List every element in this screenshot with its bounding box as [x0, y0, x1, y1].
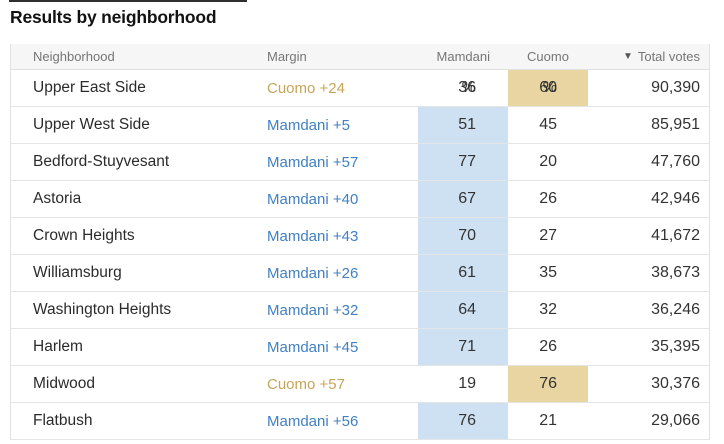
percent-value: 35 — [539, 264, 557, 281]
percent-value: 26 — [539, 190, 557, 207]
sort-descending-icon: ▼ — [622, 50, 633, 62]
total-votes-cell: 29,066 — [651, 412, 700, 429]
percent-suffix: % — [542, 79, 557, 96]
neighborhood-cell: Astoria — [33, 190, 82, 207]
percent-value: 76 — [458, 412, 476, 429]
mamdani-percent-cell: 71 — [418, 329, 508, 365]
column-header-mamdani[interactable]: Mamdani — [436, 49, 490, 64]
cuomo-percent-cell: 60% — [508, 70, 588, 106]
neighborhood-cell: Upper West Side — [33, 116, 150, 133]
table-row: Upper East Side Cuomo +24 36% 60% 90,390 — [11, 70, 709, 107]
column-header-cuomo[interactable]: Cuomo — [527, 49, 569, 64]
total-votes-cell: 30,376 — [651, 375, 700, 392]
margin-cell: Cuomo +24 — [267, 79, 345, 97]
neighborhood-cell: Bedford-Stuyvesant — [33, 153, 170, 170]
table-row: Washington Heights Mamdani +32 64 32 36,… — [11, 292, 709, 329]
results-by-neighborhood-table: Neighborhood Margin Mamdani Cuomo ▼ Tota… — [10, 44, 710, 440]
page-title: Results by neighborhood — [10, 7, 217, 27]
cuomo-percent-cell: 32 — [508, 292, 588, 328]
table-row: Upper West Side Mamdani +5 51 45 85,951 — [11, 107, 709, 144]
cuomo-percent-cell: 26 — [508, 181, 588, 217]
table-row: Williamsburg Mamdani +26 61 35 38,673 — [11, 255, 709, 292]
total-votes-cell: 85,951 — [651, 116, 700, 133]
neighborhood-cell: Upper East Side — [33, 79, 146, 96]
mamdani-percent-cell: 64 — [418, 292, 508, 328]
cuomo-percent-cell: 76 — [508, 366, 588, 402]
mamdani-percent-cell: 77 — [418, 144, 508, 180]
mamdani-percent-cell: 67 — [418, 181, 508, 217]
margin-cell: Cuomo +57 — [267, 375, 345, 393]
cuomo-percent-cell: 26 — [508, 329, 588, 365]
percent-value: 70 — [458, 227, 476, 244]
margin-cell: Mamdani +26 — [267, 264, 359, 282]
total-votes-cell: 41,672 — [651, 227, 700, 244]
cuomo-percent-cell: 20 — [508, 144, 588, 180]
total-votes-cell: 36,246 — [651, 301, 700, 318]
percent-value: 76 — [539, 375, 557, 392]
mamdani-percent-cell: 70 — [418, 218, 508, 254]
mamdani-percent-cell: 61 — [418, 255, 508, 291]
table-header-row: Neighborhood Margin Mamdani Cuomo ▼ Tota… — [11, 44, 709, 70]
margin-cell: Mamdani +57 — [267, 153, 359, 171]
percent-value: 77 — [458, 153, 476, 170]
mamdani-percent-cell: 19 — [418, 366, 508, 402]
percent-value: 26 — [539, 338, 557, 355]
margin-cell: Mamdani +32 — [267, 301, 359, 319]
percent-value: 21 — [539, 412, 557, 429]
column-header-neighborhood[interactable]: Neighborhood — [33, 49, 115, 64]
total-votes-cell: 38,673 — [651, 264, 700, 281]
percent-value: 64 — [458, 301, 476, 318]
table-row: Flatbush Mamdani +56 76 21 29,066 — [11, 403, 709, 440]
total-votes-cell: 42,946 — [651, 190, 700, 207]
neighborhood-cell: Crown Heights — [33, 227, 135, 244]
mamdani-percent-cell: 36% — [418, 70, 508, 106]
cuomo-percent-cell: 27 — [508, 218, 588, 254]
percent-value: 19 — [458, 375, 476, 392]
neighborhood-cell: Harlem — [33, 338, 83, 355]
mamdani-percent-cell: 76 — [418, 403, 508, 439]
percent-value: 51 — [458, 116, 476, 133]
percent-value: 61 — [458, 264, 476, 281]
total-votes-cell: 47,760 — [651, 153, 700, 170]
percent-value: 32 — [539, 301, 557, 318]
cuomo-percent-cell: 45 — [508, 107, 588, 143]
table-row: Midwood Cuomo +57 19 76 30,376 — [11, 366, 709, 403]
total-votes-cell: 35,395 — [651, 338, 700, 355]
top-edge-line — [9, 0, 247, 2]
percent-value: 67 — [458, 190, 476, 207]
column-header-margin[interactable]: Margin — [267, 49, 307, 64]
total-votes-cell: 90,390 — [651, 79, 700, 96]
percent-value: 27 — [539, 227, 557, 244]
neighborhood-cell: Flatbush — [33, 412, 93, 429]
table-row: Bedford-Stuyvesant Mamdani +57 77 20 47,… — [11, 144, 709, 181]
margin-cell: Mamdani +40 — [267, 190, 359, 208]
cuomo-percent-cell: 21 — [508, 403, 588, 439]
column-header-total-votes-label: Total votes — [637, 49, 700, 64]
cuomo-percent-cell: 35 — [508, 255, 588, 291]
percent-value: 45 — [539, 116, 557, 133]
percent-value: 36 — [458, 79, 476, 96]
percent-suffix: % — [461, 79, 476, 96]
percent-value: 60 — [539, 79, 557, 96]
neighborhood-cell: Washington Heights — [33, 301, 172, 318]
table-row: Astoria Mamdani +40 67 26 42,946 — [11, 181, 709, 218]
margin-cell: Mamdani +5 — [267, 116, 350, 134]
margin-cell: Mamdani +43 — [267, 227, 359, 245]
mamdani-percent-cell: 51 — [418, 107, 508, 143]
margin-cell: Mamdani +45 — [267, 338, 359, 356]
neighborhood-cell: Williamsburg — [33, 264, 122, 281]
table-row: Crown Heights Mamdani +43 70 27 41,672 — [11, 218, 709, 255]
percent-value: 20 — [539, 153, 557, 170]
neighborhood-cell: Midwood — [33, 375, 96, 392]
column-header-total-votes[interactable]: ▼ Total votes — [588, 44, 709, 69]
percent-value: 71 — [458, 338, 476, 355]
margin-cell: Mamdani +56 — [267, 412, 359, 430]
table-row: Harlem Mamdani +45 71 26 35,395 — [11, 329, 709, 366]
